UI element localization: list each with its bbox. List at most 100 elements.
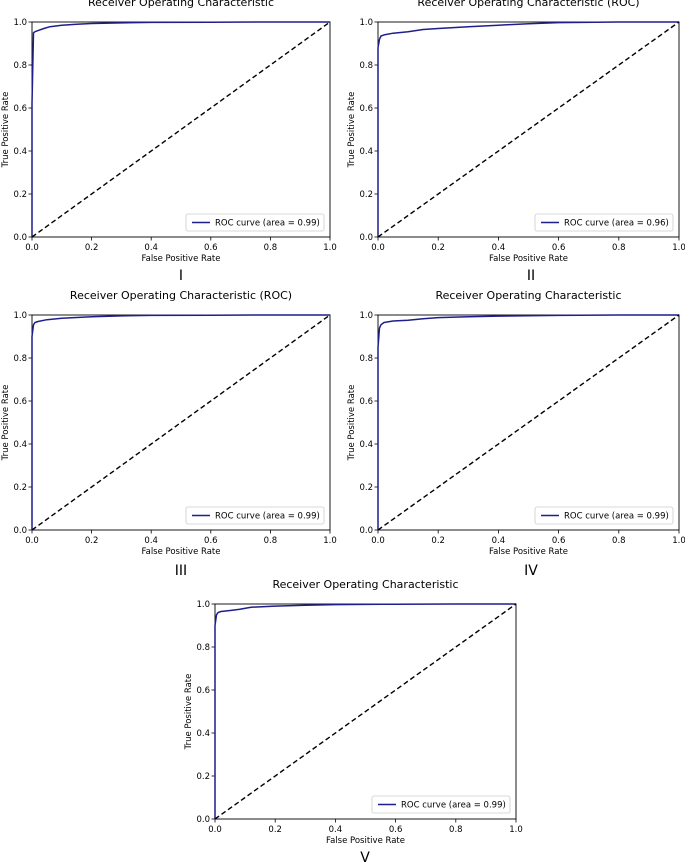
x-tick-label: 0.4 xyxy=(144,243,158,253)
x-tick-label: 1.0 xyxy=(672,536,685,546)
y-axis-label: True Positive Rate xyxy=(184,674,194,751)
chart-title: Receiver Operating Characteristic xyxy=(88,0,274,9)
y-tick-label: 0.6 xyxy=(13,104,27,114)
legend-box xyxy=(371,795,511,814)
y-tick-label: 0.8 xyxy=(359,354,373,364)
x-tick-label: 0.2 xyxy=(268,825,282,835)
legend-box xyxy=(185,506,325,525)
x-tick-label: 0.2 xyxy=(85,243,99,253)
x-tick-label: 0.8 xyxy=(612,536,626,546)
x-tick-label: 0.2 xyxy=(85,536,99,546)
y-axis-label: True Positive Rate xyxy=(1,385,11,462)
chance-diagonal-line xyxy=(31,314,331,531)
x-tick-label: 1.0 xyxy=(323,243,337,253)
y-tick-label: 1.0 xyxy=(359,311,373,321)
x-axis-label: False Positive Rate xyxy=(489,547,568,557)
y-tick-label: 0.0 xyxy=(13,526,27,536)
x-axis-label: False Positive Rate xyxy=(489,254,568,264)
x-tick-label: 0.0 xyxy=(25,536,39,546)
x-tick-label: 1.0 xyxy=(672,243,685,253)
y-tick-label: 0.0 xyxy=(359,233,373,243)
x-tick-label: 0.4 xyxy=(329,825,343,835)
y-tick-label: 0.4 xyxy=(13,147,27,157)
x-tick-label: 0.2 xyxy=(431,243,445,253)
y-tick-label: 0.0 xyxy=(196,815,210,825)
x-tick-label: 0.0 xyxy=(25,243,39,253)
x-axis-label: False Positive Rate xyxy=(326,836,405,846)
y-tick-label: 0.6 xyxy=(13,397,27,407)
panel-label: V xyxy=(360,850,370,866)
x-tick-label: 0.6 xyxy=(389,825,403,835)
roc-panel-1: Receiver Operating Characteristic 0.0 0.2 0… xyxy=(1,0,337,284)
roc-curve-line xyxy=(214,603,516,819)
roc-curve-line xyxy=(377,21,679,237)
y-tick-label: 0.8 xyxy=(359,61,373,71)
x-tick-label: 0.2 xyxy=(431,536,445,546)
x-tick-label: 1.0 xyxy=(509,825,523,835)
y-tick-label: 0.0 xyxy=(13,233,27,243)
y-tick-label: 0.4 xyxy=(359,440,373,450)
y-tick-label: 0.4 xyxy=(13,440,27,450)
x-tick-label: 0.6 xyxy=(204,243,218,253)
roc-curve-line xyxy=(377,314,679,530)
y-tick-label: 0.8 xyxy=(196,643,210,653)
y-tick-label: 0.6 xyxy=(359,104,373,114)
y-tick-label: 1.0 xyxy=(13,311,27,321)
roc-panel-2: Receiver Operating Characteristic (ROC) 0… xyxy=(347,0,685,284)
x-tick-label: 0.6 xyxy=(552,243,566,253)
legend-label: ROC curve (area = 0.96) xyxy=(564,219,669,229)
y-tick-label: 0.2 xyxy=(359,190,373,200)
legend-box xyxy=(185,213,325,232)
x-tick-label: 0.8 xyxy=(612,243,626,253)
chance-diagonal-line xyxy=(377,314,680,531)
y-tick-label: 0.6 xyxy=(359,397,373,407)
panel-label: IV xyxy=(524,563,538,579)
panel-label: II xyxy=(527,268,535,284)
legend-label: ROC curve (area = 0.99) xyxy=(215,219,320,229)
y-axis-label: True Positive Rate xyxy=(347,92,357,169)
y-tick-label: 1.0 xyxy=(196,600,210,610)
roc-panel-4: Receiver Operating Characteristic 0.0 0.2 0… xyxy=(347,289,685,579)
chance-diagonal-line xyxy=(31,21,331,238)
roc-panel-3: Receiver Operating Characteristic (ROC) 0… xyxy=(1,289,337,579)
roc-panel-5: Receiver Operating Characteristic 0.0 0.2 0… xyxy=(184,578,523,866)
y-tick-label: 0.0 xyxy=(359,526,373,536)
y-tick-label: 1.0 xyxy=(13,18,27,28)
y-tick-label: 0.2 xyxy=(13,483,27,493)
x-tick-label: 0.0 xyxy=(371,243,385,253)
y-tick-label: 0.8 xyxy=(13,354,27,364)
chart-title: Receiver Operating Characteristic xyxy=(272,578,458,591)
x-tick-label: 0.8 xyxy=(449,825,463,835)
x-tick-label: 0.6 xyxy=(204,536,218,546)
legend-label: ROC curve (area = 0.99) xyxy=(215,512,320,522)
chance-diagonal-line xyxy=(214,603,517,820)
roc-curve-line xyxy=(31,314,330,530)
y-tick-label: 1.0 xyxy=(359,18,373,28)
chart-title: Receiver Operating Characteristic (ROC) xyxy=(70,289,292,302)
x-tick-label: 0.8 xyxy=(264,536,278,546)
y-axis-label: True Positive Rate xyxy=(1,92,11,169)
roc-curve-line xyxy=(31,21,330,237)
y-tick-label: 0.4 xyxy=(359,147,373,157)
panel-label: III xyxy=(175,563,187,579)
x-tick-label: 0.4 xyxy=(492,243,506,253)
y-tick-label: 0.2 xyxy=(359,483,373,493)
x-tick-label: 0.0 xyxy=(208,825,222,835)
x-tick-label: 0.8 xyxy=(264,243,278,253)
legend-box xyxy=(534,213,674,232)
legend-label: ROC curve (area = 0.99) xyxy=(401,801,506,811)
x-axis-label: False Positive Rate xyxy=(142,547,221,557)
chart-title: Receiver Operating Characteristic (ROC) xyxy=(417,0,639,9)
x-tick-label: 0.6 xyxy=(552,536,566,546)
x-tick-label: 1.0 xyxy=(323,536,337,546)
panel-label: I xyxy=(179,268,183,284)
x-tick-label: 0.4 xyxy=(144,536,158,546)
legend-box xyxy=(534,506,674,525)
chart-title: Receiver Operating Characteristic xyxy=(435,289,621,302)
x-tick-label: 0.0 xyxy=(371,536,385,546)
y-tick-label: 0.4 xyxy=(196,729,210,739)
chance-diagonal-line xyxy=(377,21,680,238)
y-axis-label: True Positive Rate xyxy=(347,385,357,462)
y-tick-label: 0.8 xyxy=(13,61,27,71)
